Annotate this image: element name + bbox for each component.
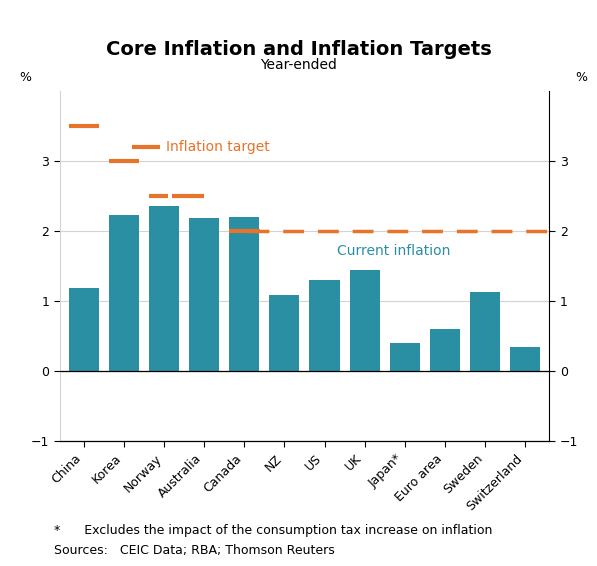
Bar <box>390 343 420 371</box>
Bar <box>350 269 380 371</box>
Bar <box>470 292 500 371</box>
Bar <box>510 347 540 371</box>
Bar <box>69 289 99 371</box>
Bar <box>309 280 340 371</box>
Text: Current inflation: Current inflation <box>337 243 450 258</box>
Bar <box>189 218 219 371</box>
Bar <box>269 295 300 371</box>
Bar <box>229 217 259 371</box>
Bar <box>430 329 460 371</box>
Text: Year-ended: Year-ended <box>260 58 337 72</box>
Text: %: % <box>20 71 32 84</box>
Text: Core Inflation and Inflation Targets: Core Inflation and Inflation Targets <box>106 40 491 59</box>
Text: %: % <box>575 71 587 84</box>
Text: Sources:   CEIC Data; RBA; Thomson Reuters: Sources: CEIC Data; RBA; Thomson Reuters <box>54 544 334 558</box>
Bar <box>149 207 179 371</box>
Text: *      Excludes the impact of the consumption tax increase on inflation: * Excludes the impact of the consumption… <box>54 524 492 537</box>
Bar <box>109 215 139 371</box>
Text: Inflation target: Inflation target <box>166 140 270 154</box>
